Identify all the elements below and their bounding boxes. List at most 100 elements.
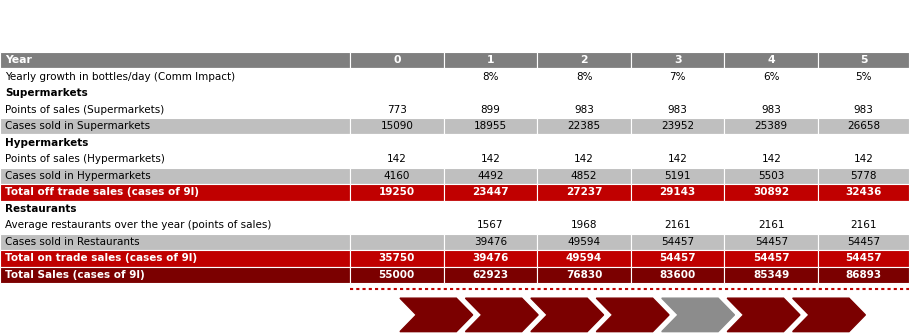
Text: 30892: 30892	[754, 187, 789, 197]
Bar	[631, 184, 724, 201]
Bar	[537, 151, 631, 168]
Text: Hypermarkets: Hypermarkets	[5, 138, 89, 148]
Bar	[537, 250, 631, 267]
Text: 142: 142	[481, 154, 500, 164]
Bar	[537, 85, 631, 102]
Bar	[0, 168, 350, 184]
Text: 83600: 83600	[660, 270, 695, 280]
Bar	[444, 85, 537, 102]
Text: 6%: 6%	[763, 72, 780, 82]
Bar	[631, 250, 724, 267]
Text: 983: 983	[574, 105, 594, 115]
Polygon shape	[400, 298, 473, 332]
Text: Cases sold in Hypermarkets: Cases sold in Hypermarkets	[5, 171, 151, 181]
Bar	[0, 52, 350, 68]
Text: Total off trade sales (cases of 9l): Total off trade sales (cases of 9l)	[5, 187, 199, 197]
Bar	[818, 267, 909, 283]
Bar	[724, 201, 818, 217]
Text: 983: 983	[854, 105, 874, 115]
Text: 25389: 25389	[754, 121, 788, 131]
Text: 4852: 4852	[571, 171, 597, 181]
Bar	[0, 217, 350, 233]
Bar	[724, 250, 818, 267]
Text: 85349: 85349	[754, 270, 789, 280]
Bar	[724, 85, 818, 102]
Text: 54457: 54457	[661, 237, 694, 247]
Text: 7%: 7%	[669, 72, 686, 82]
Bar	[444, 168, 537, 184]
Text: Points of sales (Hypermarkets): Points of sales (Hypermarkets)	[5, 154, 165, 164]
Bar	[444, 217, 537, 233]
Bar	[537, 201, 631, 217]
Bar	[724, 151, 818, 168]
Text: 5778: 5778	[850, 171, 877, 181]
Bar	[724, 118, 818, 134]
Bar	[444, 267, 537, 283]
Text: 5: 5	[860, 55, 867, 65]
Bar	[818, 85, 909, 102]
Text: 86893: 86893	[845, 270, 882, 280]
Text: Restaurants: Restaurants	[5, 204, 77, 214]
Text: 29143: 29143	[660, 187, 695, 197]
Bar	[444, 68, 537, 85]
Text: 142: 142	[854, 154, 874, 164]
Bar	[818, 68, 909, 85]
Bar	[537, 184, 631, 201]
Text: 983: 983	[762, 105, 781, 115]
Text: 983: 983	[668, 105, 687, 115]
Text: Total Sales (cases of 9l): Total Sales (cases of 9l)	[5, 270, 145, 280]
Bar	[818, 184, 909, 201]
Text: 22385: 22385	[567, 121, 601, 131]
Bar	[0, 250, 350, 267]
Bar	[350, 85, 444, 102]
Text: Average restaurants over the year (points of sales): Average restaurants over the year (point…	[5, 220, 272, 230]
Bar	[350, 68, 444, 85]
Bar	[0, 118, 350, 134]
Bar	[0, 68, 350, 85]
Text: 142: 142	[762, 154, 781, 164]
Text: 23952: 23952	[661, 121, 694, 131]
Text: 39476: 39476	[474, 237, 507, 247]
Text: 35750: 35750	[378, 253, 415, 263]
Text: 39476: 39476	[472, 253, 509, 263]
Bar	[350, 102, 444, 118]
Bar	[537, 68, 631, 85]
Bar	[631, 151, 724, 168]
Bar	[350, 217, 444, 233]
Bar	[0, 85, 350, 102]
Text: 19250: 19250	[379, 187, 415, 197]
Text: 1968: 1968	[571, 220, 597, 230]
Polygon shape	[793, 298, 865, 332]
Bar	[631, 134, 724, 151]
Polygon shape	[531, 298, 604, 332]
Text: Yearly growth in bottles/day (Comm Impact): Yearly growth in bottles/day (Comm Impac…	[5, 72, 235, 82]
Bar	[631, 85, 724, 102]
Bar	[724, 184, 818, 201]
Text: 49594: 49594	[566, 253, 602, 263]
Bar	[350, 201, 444, 217]
Bar	[818, 102, 909, 118]
Bar	[724, 217, 818, 233]
Bar	[350, 250, 444, 267]
Bar	[818, 233, 909, 250]
Text: 18955: 18955	[474, 121, 507, 131]
Bar	[631, 52, 724, 68]
Text: 5%: 5%	[855, 72, 872, 82]
Polygon shape	[727, 298, 800, 332]
Text: Cases sold in Restaurants: Cases sold in Restaurants	[5, 237, 140, 247]
Bar	[724, 52, 818, 68]
Bar	[350, 184, 444, 201]
Bar	[631, 68, 724, 85]
Bar	[724, 168, 818, 184]
Bar	[0, 233, 350, 250]
Bar	[0, 151, 350, 168]
Bar	[0, 134, 350, 151]
Text: 8%: 8%	[575, 72, 593, 82]
Bar	[444, 102, 537, 118]
Text: 54457: 54457	[753, 253, 790, 263]
Text: 4492: 4492	[477, 171, 504, 181]
Bar	[537, 134, 631, 151]
Text: 5503: 5503	[758, 171, 784, 181]
Bar	[537, 267, 631, 283]
Text: 49594: 49594	[567, 237, 601, 247]
